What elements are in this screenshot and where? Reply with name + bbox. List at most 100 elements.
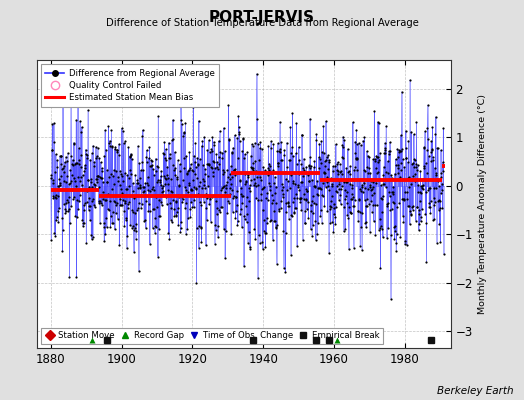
Point: [129, 209, 137, 216]
Point: [303, 188, 312, 194]
Point: [121, 170, 129, 176]
Point: [244, 174, 253, 181]
Point: [137, 192, 146, 198]
Point: [103, 179, 112, 185]
Point: [258, 186, 266, 192]
Point: [64, 181, 73, 187]
Point: [171, 211, 180, 218]
Point: [99, 189, 107, 195]
Point: [261, 244, 270, 250]
Point: [356, 186, 365, 192]
Point: [417, 218, 425, 225]
Point: [409, 173, 418, 180]
Point: [81, 146, 90, 153]
Point: [273, 222, 281, 228]
Point: [95, 155, 104, 162]
Point: [62, 208, 70, 214]
Point: [157, 199, 165, 205]
Point: [178, 121, 186, 128]
Point: [260, 217, 268, 223]
Point: [439, 251, 447, 257]
Point: [100, 224, 108, 231]
Point: [343, 179, 351, 186]
Point: [173, 208, 181, 215]
Point: [84, 176, 92, 183]
Point: [381, 145, 389, 151]
Point: [322, 157, 331, 164]
Point: [209, 169, 217, 175]
Point: [97, 200, 105, 206]
Point: [102, 197, 110, 204]
Point: [256, 174, 265, 180]
Point: [348, 119, 357, 126]
Point: [357, 224, 366, 230]
Point: [421, 128, 429, 134]
Point: [423, 102, 432, 108]
Point: [405, 203, 413, 209]
Point: [286, 185, 294, 191]
Point: [278, 157, 286, 163]
Point: [83, 155, 91, 161]
Point: [363, 163, 372, 170]
Point: [175, 194, 183, 200]
Point: [252, 183, 260, 189]
Point: [75, 160, 83, 167]
Point: [180, 130, 188, 136]
Point: [213, 163, 221, 170]
Point: [144, 181, 152, 188]
Point: [162, 157, 170, 163]
Point: [71, 160, 79, 167]
Point: [276, 118, 284, 125]
Point: [179, 132, 188, 139]
Point: [337, 167, 345, 174]
Point: [289, 153, 297, 159]
Point: [338, 141, 346, 148]
Point: [257, 191, 266, 198]
Point: [300, 191, 308, 198]
Point: [69, 139, 78, 146]
Point: [305, 178, 313, 184]
Point: [349, 203, 357, 209]
Point: [371, 158, 379, 164]
Point: [52, 214, 61, 220]
Point: [356, 209, 364, 216]
Point: [377, 223, 385, 229]
Point: [353, 167, 362, 173]
Point: [332, 167, 341, 173]
Point: [180, 155, 188, 162]
Point: [293, 194, 301, 201]
Point: [79, 202, 88, 208]
Point: [348, 185, 357, 192]
Point: [346, 163, 354, 169]
Point: [267, 170, 276, 177]
Point: [226, 190, 234, 197]
Point: [249, 143, 257, 149]
Point: [57, 161, 66, 168]
Point: [126, 222, 134, 228]
Point: [188, 204, 196, 210]
Point: [350, 203, 358, 210]
Point: [429, 217, 437, 223]
Point: [352, 126, 361, 133]
Point: [280, 147, 289, 153]
Point: [364, 152, 372, 159]
Point: [435, 198, 444, 204]
Point: [153, 178, 161, 185]
Point: [281, 168, 289, 175]
Point: [219, 167, 227, 173]
Point: [69, 162, 77, 169]
Point: [352, 156, 360, 162]
Point: [290, 170, 299, 176]
Point: [168, 219, 176, 226]
Point: [302, 206, 311, 212]
Point: [140, 184, 148, 190]
Point: [168, 137, 176, 143]
Point: [433, 240, 441, 246]
Point: [130, 248, 138, 255]
Point: [78, 124, 86, 130]
Point: [70, 194, 79, 200]
Point: [361, 220, 369, 226]
Point: [332, 203, 340, 210]
Point: [263, 220, 271, 227]
Point: [309, 222, 317, 228]
